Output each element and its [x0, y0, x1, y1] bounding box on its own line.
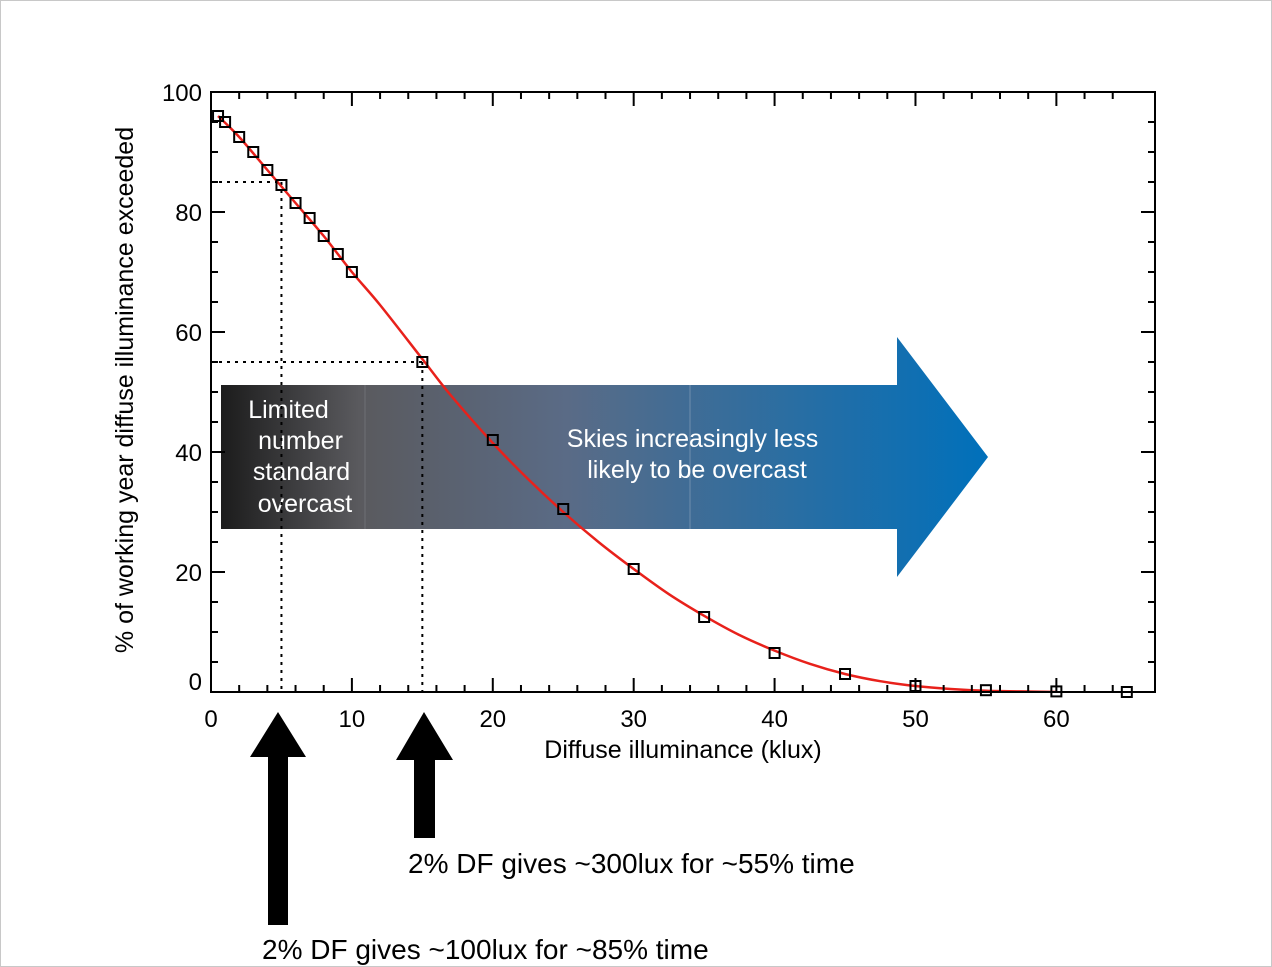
- data-point-marker: [627, 563, 640, 575]
- data-point-marker: [233, 131, 246, 143]
- annotation-300lux-text: 2% DF gives ~300lux for ~55% time: [408, 848, 855, 879]
- y-tick-label: 20: [175, 560, 202, 587]
- overcast-gradient-arrow: [221, 337, 988, 577]
- axis-tick-labels: 0 10 20 30 40 50 60 0 20 40 60 80 100: [162, 80, 1070, 733]
- data-point-marker: [219, 116, 232, 128]
- data-point-marker: [303, 212, 316, 224]
- data-point-marker: [289, 197, 302, 209]
- data-point-marker: [275, 179, 288, 191]
- data-point-marker: [979, 684, 992, 697]
- data-point-marker: [698, 611, 711, 623]
- data-point-marker: [416, 356, 429, 368]
- x-tick-label: 50: [902, 706, 929, 733]
- x-tick-label: 30: [620, 706, 647, 733]
- reference-lines: [211, 181, 424, 692]
- annotation-100lux-text: 2% DF gives ~100lux for ~85% time: [262, 934, 709, 965]
- band-label-limited-overcast: Limited number standard overcast: [248, 396, 357, 518]
- data-markers: [212, 110, 1133, 698]
- y-tick-label: 60: [175, 320, 202, 347]
- fitted-curve-layer: [217, 115, 1057, 692]
- data-point-marker: [557, 503, 570, 515]
- data-point-marker: [345, 266, 358, 278]
- data-point-marker: [331, 248, 344, 260]
- fitted-curve: [217, 115, 1057, 692]
- data-point-marker: [839, 668, 852, 680]
- band-label-skies-less-overcast: Skies increasingly less likely to be ove…: [567, 425, 825, 484]
- x-tick-label: 20: [479, 706, 506, 733]
- data-point-marker: [486, 434, 499, 446]
- axis-ticks: [210, 91, 1155, 693]
- data-point-marker: [261, 164, 274, 176]
- x-axis-title: Diffuse illuminance (klux): [544, 736, 821, 764]
- y-tick-label: 40: [175, 440, 202, 467]
- annotation-arrow-300lux: [396, 712, 453, 838]
- data-point-marker: [768, 647, 781, 659]
- x-tick-label: 10: [339, 706, 366, 733]
- data-point-marker: [317, 230, 330, 242]
- y-tick-label: 0: [189, 669, 202, 696]
- x-tick-label: 0: [204, 706, 217, 733]
- annotation-arrow-100lux: [250, 712, 306, 925]
- data-point-marker: [247, 146, 260, 158]
- y-tick-label: 100: [162, 80, 202, 107]
- x-tick-label: 60: [1043, 706, 1070, 733]
- x-tick-label: 40: [761, 706, 788, 733]
- y-tick-label: 80: [175, 200, 202, 227]
- y-axis-title: % of working year diffuse illuminance ex…: [111, 127, 139, 653]
